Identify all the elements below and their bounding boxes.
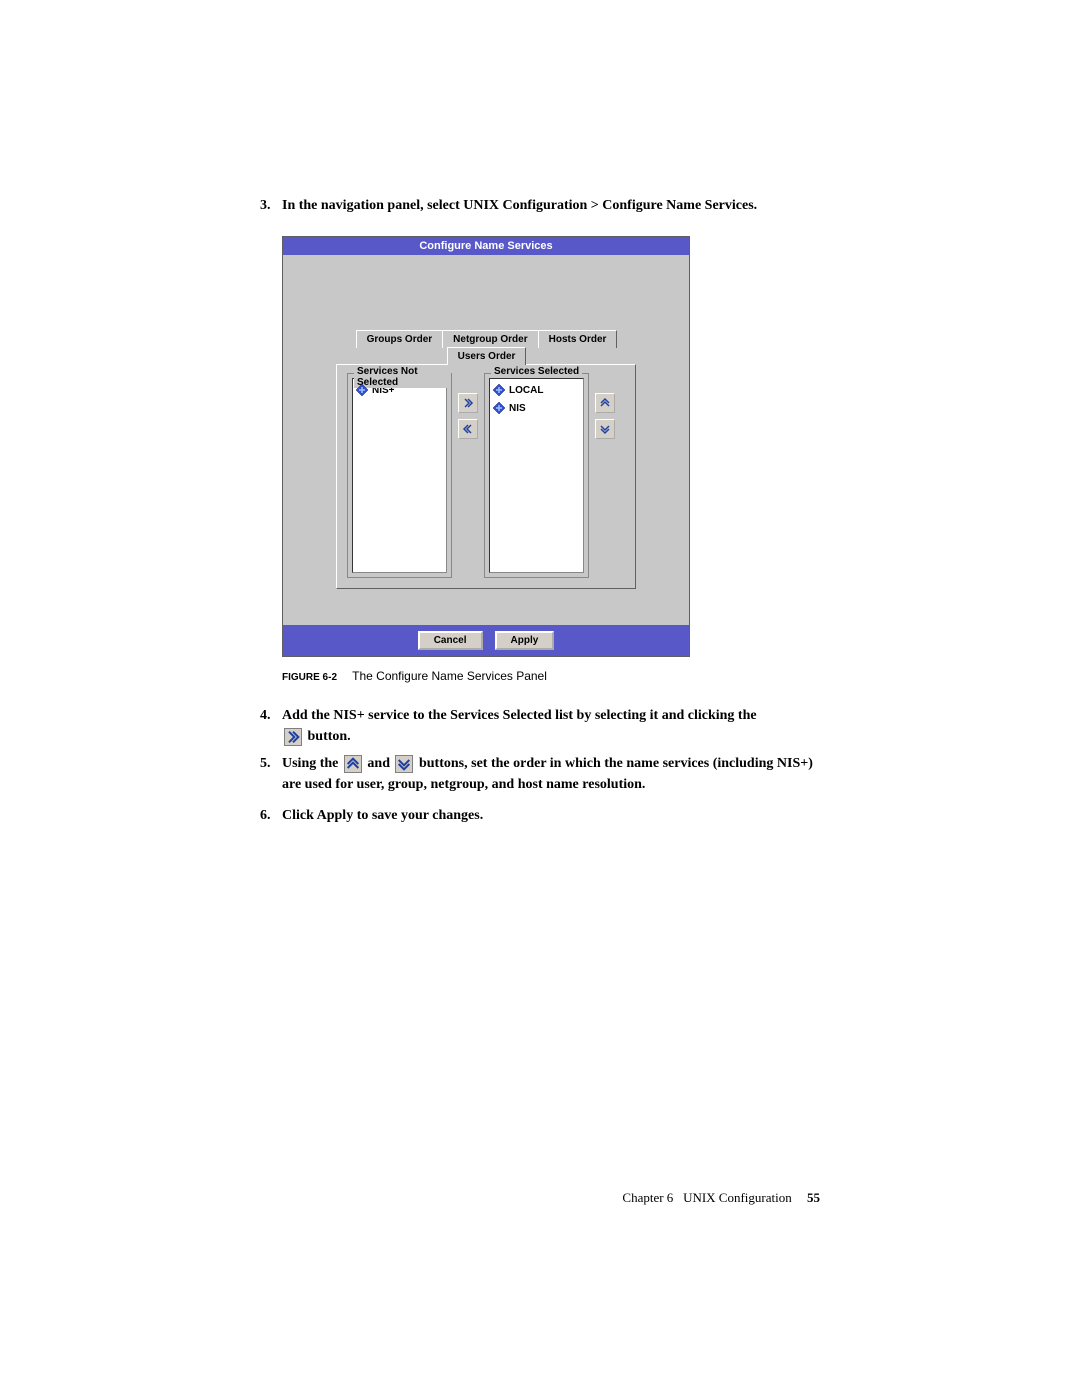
services-not-selected-group: Services Not Selected NIS+ [347,373,452,578]
panel-body: Groups Order Netgroup Order Hosts Order … [283,255,689,625]
tab-hosts-order[interactable]: Hosts Order [538,330,618,348]
page-footer: Chapter 6 UNIX Configuration 55 [622,1190,820,1206]
footer-page-number: 55 [807,1190,820,1205]
service-icon [355,383,369,397]
tab-row-front: Users Order [336,347,636,365]
list-item[interactable]: LOCAL [492,381,581,399]
tab-groups-order[interactable]: Groups Order [356,330,444,348]
step-number: 3. [260,195,282,216]
tab-users-order[interactable]: Users Order [447,347,527,365]
list-item-label: LOCAL [509,385,543,396]
not-selected-listbox[interactable]: NIS+ [352,378,447,573]
step-text: Click Apply to save your changes. [282,805,483,826]
chevron-up-icon [599,397,611,409]
tab-netgroup-order[interactable]: Netgroup Order [442,330,538,348]
list-item[interactable]: NIS [492,399,581,417]
order-buttons [595,393,615,439]
step-number: 6. [260,805,282,826]
cancel-button[interactable]: Cancel [418,631,483,650]
step-text: In the navigation panel, select UNIX Con… [282,195,757,216]
figure-label: FIGURE 6-2 [282,672,337,683]
tab-row-back: Groups Order Netgroup Order Hosts Order [336,330,636,348]
step-text: Using the and buttons, set the order in … [282,753,820,795]
step-text: Add the NIS+ service to the Services Sel… [282,705,757,747]
config-panel: Configure Name Services Groups Order Net… [282,236,690,657]
step-number: 4. [260,705,282,747]
step-text-part: button. [308,729,351,744]
move-down-button[interactable] [595,419,615,439]
step-number: 5. [260,753,282,795]
move-down-icon [395,755,413,773]
figure-caption: FIGURE 6-2 The Configure Name Services P… [282,669,820,683]
step-4: 4. Add the NIS+ service to the Services … [260,705,820,747]
move-right-button[interactable] [458,393,478,413]
selected-listbox[interactable]: LOCAL NIS [489,378,584,573]
transfer-buttons [458,393,478,439]
list-item-label: NIS [509,403,526,414]
page-body: 3. In the navigation panel, select UNIX … [260,195,820,832]
chevron-down-icon [599,423,611,435]
move-up-button[interactable] [595,393,615,413]
step-6: 6. Click Apply to save your changes. [260,805,820,826]
step-text-part: Add the NIS+ service to the Services Sel… [282,708,757,723]
tab-content-users: Services Not Selected NIS+ [336,364,636,589]
footer-title: UNIX Configuration [683,1190,792,1205]
move-right-icon [284,728,302,746]
service-icon [492,383,506,397]
chevron-right-icon [462,397,474,409]
chevron-left-icon [462,423,474,435]
footer-chapter: Chapter 6 [622,1190,673,1205]
tab-area: Groups Order Netgroup Order Hosts Order … [336,330,636,589]
apply-button[interactable]: Apply [495,631,555,650]
step-text-part: and [367,756,393,771]
panel-footer: Cancel Apply [283,625,689,656]
panel-titlebar: Configure Name Services [283,237,689,255]
figure-caption-text: The Configure Name Services Panel [352,669,547,683]
screenshot-figure: Configure Name Services Groups Order Net… [282,236,690,657]
move-left-button[interactable] [458,419,478,439]
services-selected-group: Services Selected LOCAL [484,373,589,578]
selected-label: Services Selected [491,366,582,377]
step-5: 5. Using the and buttons, set the order … [260,753,820,795]
move-up-icon [344,755,362,773]
step-text-part: Using the [282,756,342,771]
step-3: 3. In the navigation panel, select UNIX … [260,195,820,216]
service-icon [492,401,506,415]
